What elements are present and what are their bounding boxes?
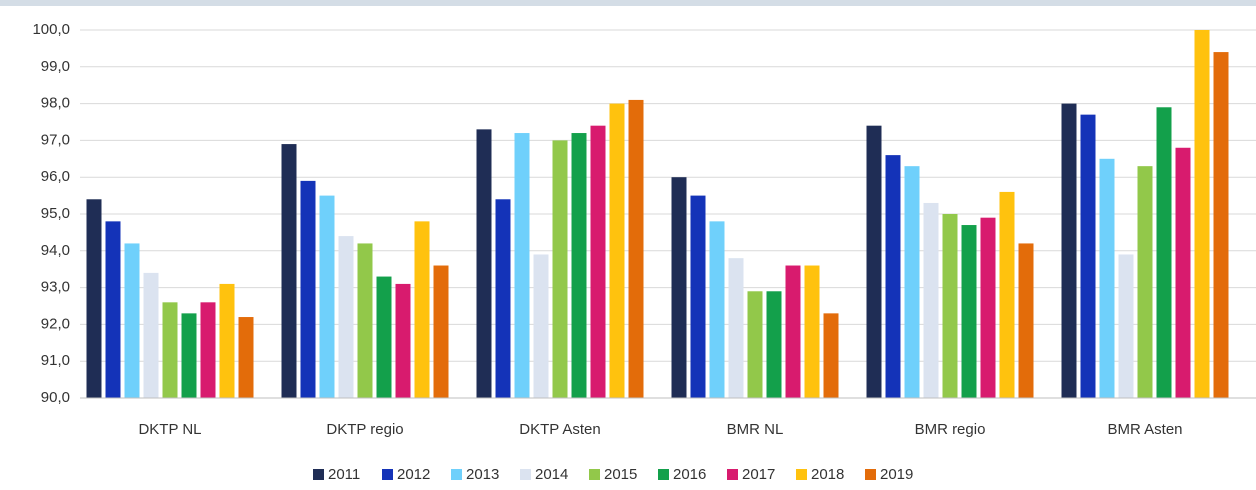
- bar: [301, 181, 316, 398]
- bar: [358, 243, 373, 398]
- y-tick-label: 97,0: [41, 131, 70, 148]
- legend-label: 2013: [466, 466, 499, 483]
- bar: [515, 133, 530, 398]
- bar: [201, 302, 216, 398]
- bar: [163, 302, 178, 398]
- bar: [282, 144, 297, 398]
- bar: [553, 140, 568, 398]
- bar: [591, 126, 606, 398]
- y-tick-label: 98,0: [41, 95, 70, 112]
- bar: [1214, 52, 1229, 398]
- legend-label: 2014: [535, 466, 568, 483]
- legend-label: 2015: [604, 466, 637, 483]
- bar: [1195, 30, 1210, 398]
- bar: [1119, 254, 1134, 398]
- bar: [182, 313, 197, 398]
- legend-swatch: [865, 469, 876, 480]
- x-tick-label: DKTP Asten: [519, 421, 600, 438]
- bar: [87, 199, 102, 398]
- bar: [905, 166, 920, 398]
- bar: [1000, 192, 1015, 398]
- bar: [981, 218, 996, 398]
- bar: [220, 284, 235, 398]
- bar: [1138, 166, 1153, 398]
- legend-swatch: [658, 469, 669, 480]
- bar: [767, 291, 782, 398]
- x-tick-label: BMR Asten: [1107, 421, 1182, 438]
- bar: [672, 177, 687, 398]
- bar: [1081, 115, 1096, 398]
- y-tick-label: 90,0: [41, 389, 70, 406]
- legend-swatch: [520, 469, 531, 480]
- bar: [729, 258, 744, 398]
- bar: [239, 317, 254, 398]
- x-tick-label: DKTP NL: [138, 421, 201, 438]
- y-tick-label: 95,0: [41, 205, 70, 222]
- y-tick-label: 91,0: [41, 352, 70, 369]
- chart: 90,0 91,0 92,0 93,0 94,0 95,0 96,0 97,0 98,0 99,0…: [0, 0, 1256, 485]
- legend-swatch: [313, 469, 324, 480]
- x-tick-label: DKTP regio: [326, 421, 403, 438]
- bar: [339, 236, 354, 398]
- bar: [943, 214, 958, 398]
- bar: [886, 155, 901, 398]
- bar: [1019, 243, 1034, 398]
- bar: [1100, 159, 1115, 398]
- bar: [415, 221, 430, 398]
- legend-label: 2019: [880, 466, 913, 483]
- legend-label: 2012: [397, 466, 430, 483]
- bar: [496, 199, 511, 398]
- legend-swatch: [796, 469, 807, 480]
- bar: [144, 273, 159, 398]
- bar: [377, 277, 392, 398]
- top-band: [0, 0, 1256, 6]
- bar: [534, 254, 549, 398]
- bar: [629, 100, 644, 398]
- bar: [434, 266, 449, 398]
- y-tick-label: 99,0: [41, 58, 70, 75]
- bar: [106, 221, 121, 398]
- bar: [748, 291, 763, 398]
- bar: [125, 243, 140, 398]
- legend-swatch: [727, 469, 738, 480]
- bar: [396, 284, 411, 398]
- x-tick-label: BMR regio: [915, 421, 986, 438]
- y-tick-label: 100,0: [32, 21, 70, 38]
- legend-label: 2016: [673, 466, 706, 483]
- bar: [320, 196, 335, 398]
- page: 90,0 91,0 92,0 93,0 94,0 95,0 96,0 97,0 98,0 99,0…: [0, 0, 1256, 490]
- bar: [1062, 104, 1077, 398]
- bar: [962, 225, 977, 398]
- legend-label: 2018: [811, 466, 844, 483]
- bar: [1157, 107, 1172, 398]
- y-tick-label: 92,0: [41, 315, 70, 332]
- legend-swatch: [382, 469, 393, 480]
- legend-swatch: [589, 469, 600, 480]
- bar: [786, 266, 801, 398]
- legend-label: 2011: [328, 466, 360, 483]
- bar: [610, 104, 625, 398]
- y-tick-label: 93,0: [41, 279, 70, 296]
- legend-label: 2017: [742, 466, 775, 483]
- y-tick-label: 94,0: [41, 242, 70, 259]
- y-tick-label: 96,0: [41, 168, 70, 185]
- bar: [1176, 148, 1191, 398]
- bar: [477, 129, 492, 398]
- bar: [924, 203, 939, 398]
- bar: [572, 133, 587, 398]
- x-tick-label: BMR NL: [727, 421, 784, 438]
- bar: [867, 126, 882, 398]
- bar: [710, 221, 725, 398]
- bar: [824, 313, 839, 398]
- bar: [805, 266, 820, 398]
- bar: [691, 196, 706, 398]
- legend-swatch: [451, 469, 462, 480]
